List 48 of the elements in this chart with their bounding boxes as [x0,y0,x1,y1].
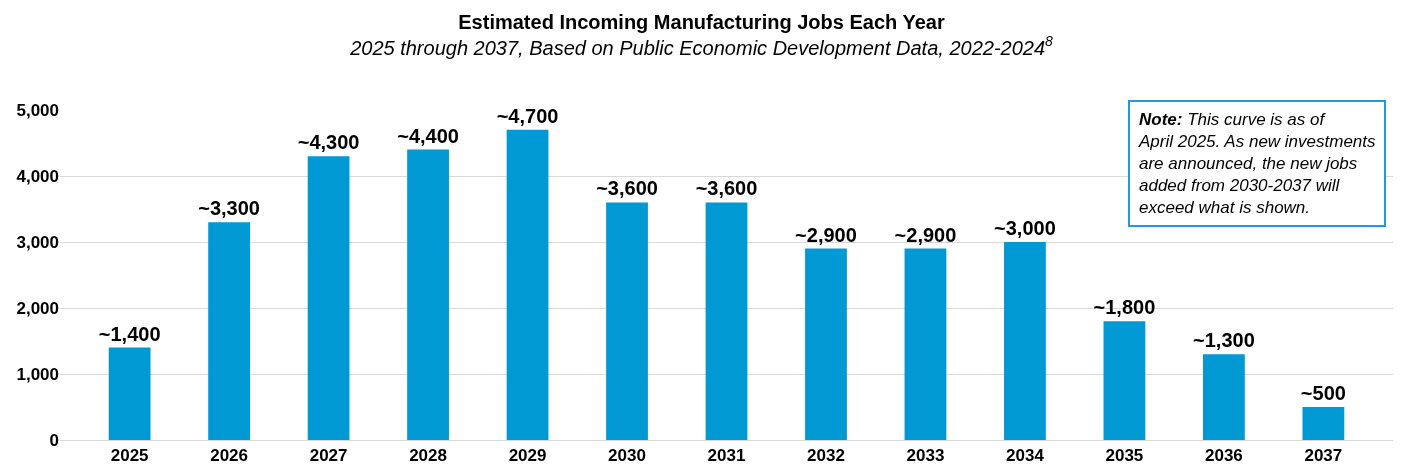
x-tick-label: 2030 [608,446,646,466]
bar [606,202,648,440]
data-label: ~1,400 [98,322,161,345]
x-tick-label: 2027 [309,446,348,466]
data-label: ~4,300 [297,131,360,154]
chart-subtitle: 2025 through 2037, Based on Public Economic Development Data, 2022-2024$^{8}$ [349,33,1054,59]
y-tick-label: 1,000 [16,364,59,384]
y-tick-label: 0 [49,430,59,450]
x-tick-label: 2031 [707,446,746,466]
bar [1004,242,1046,440]
bar [1302,407,1345,440]
bar [805,248,847,440]
bar [1103,321,1146,440]
data-label: ~2,900 [795,223,857,246]
bar [407,149,449,440]
bar [904,248,947,440]
x-tick-label: 2029 [508,446,547,466]
bar [1203,354,1245,440]
x-tick-label: 2037 [1304,446,1343,466]
data-label: ~3,600 [596,177,658,200]
data-label: ~1,800 [1093,296,1156,319]
data-label: ~4,700 [496,104,559,127]
data-label: ~3,000 [994,217,1056,239]
y-tick-label: 3,000 [16,232,59,252]
bar [108,347,151,440]
x-tick-label: 2032 [807,446,845,466]
data-label: ~500 [1300,382,1346,404]
data-label: ~3,300 [198,197,260,220]
y-tick-label: 2,000 [16,298,59,318]
data-label: ~1,300 [1193,329,1255,352]
x-tick-label: 2025 [110,446,149,466]
y-tick-label: 5,000 [16,100,59,120]
x-tick-label: 2034 [1006,446,1045,466]
bar [705,202,748,440]
x-tick-label: 2035 [1105,446,1144,466]
data-label: ~3,600 [695,177,758,200]
bar [506,129,549,440]
x-tick-label: 2026 [210,446,249,466]
bar [208,222,250,440]
x-tick-label: 2028 [409,446,447,466]
data-label: ~4,400 [397,124,459,147]
chart-title: Estimated Incoming Manufacturing Jobs Each Year [458,10,945,33]
x-tick-label: 2033 [906,446,945,466]
y-tick-label: 4,000 [16,166,59,186]
annotation: Note: This curve is as of April 2025. As new investments are announced, the new jobs added from 2030-2037 will exceed what is shown. [1138,110,1377,218]
data-label: ~2,900 [894,223,957,246]
x-tick-label: 2036 [1204,446,1243,466]
bar [307,156,350,440]
